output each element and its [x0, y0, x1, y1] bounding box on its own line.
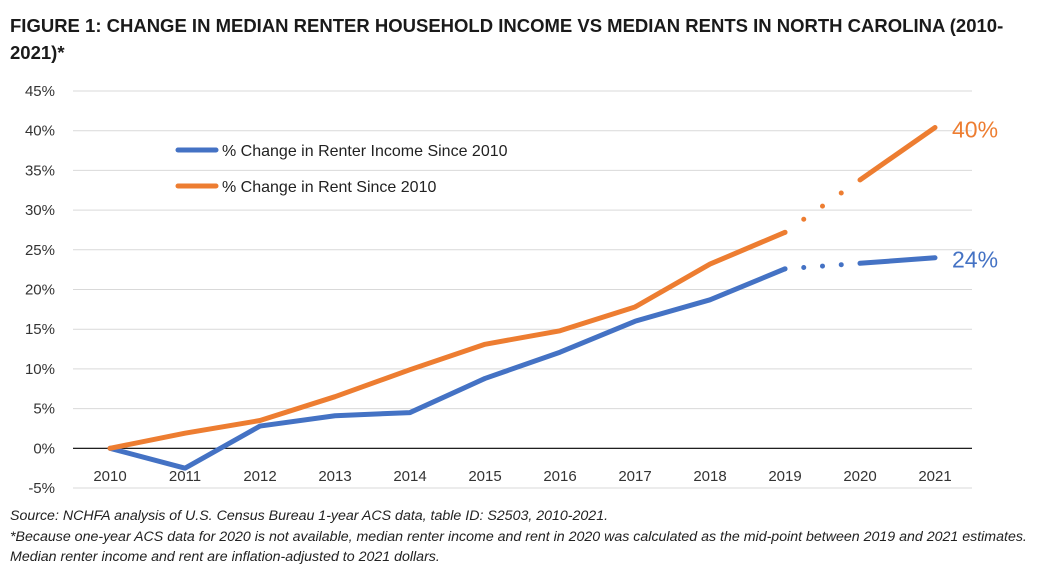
x-tick-label: 2014 [393, 468, 426, 485]
footnote: *Because one-year ACS data for 2020 is n… [10, 528, 1027, 566]
y-tick-label: 0% [33, 440, 55, 457]
y-axis-tick-labels: 45% 40% 35% 30% 25% 20% 15% 10% 5% 0% -5% [25, 83, 55, 497]
source-note: Source: NCHFA analysis of U.S. Census Bu… [10, 508, 609, 524]
x-tick-label: 2017 [618, 468, 651, 485]
y-tick-label: 45% [25, 83, 55, 100]
x-tick-label: 2013 [318, 468, 351, 485]
x-axis-tick-labels: 2010 2011 2012 2013 2014 2015 2016 2017 2018 2019… [93, 468, 951, 485]
y-tick-label: 35% [25, 162, 55, 179]
renter-income-line-final [857, 255, 938, 266]
y-tick-label: 40% [25, 123, 55, 140]
x-tick-label: 2021 [918, 468, 951, 485]
rent-line [107, 229, 788, 451]
y-tick-label: 5% [33, 401, 55, 418]
y-tick-label: 15% [25, 321, 55, 338]
x-tick-label: 2018 [693, 468, 726, 485]
x-tick-label: 2020 [843, 468, 876, 485]
x-tick-label: 2016 [543, 468, 576, 485]
rent-line-final [857, 125, 938, 183]
legend-label: % Change in Renter Income Since 2010 [222, 143, 508, 160]
end-label: 40% [952, 117, 998, 143]
end-label: 24% [952, 247, 998, 273]
x-tick-label: 2010 [93, 468, 126, 485]
y-tick-label: 30% [25, 202, 55, 219]
legend: % Change in Renter Income Since 2010 % Ch… [175, 143, 508, 196]
y-tick-label: 10% [25, 361, 55, 378]
end-labels: 24% 40% [952, 117, 998, 273]
y-tick-label: 25% [25, 242, 55, 259]
legend-label: % Change in Rent Since 2010 [222, 179, 436, 196]
renter-income-line [107, 266, 788, 471]
renter-income-line-estimated [782, 260, 863, 272]
y-tick-label: -5% [28, 480, 55, 497]
x-tick-label: 2011 [169, 468, 201, 485]
rent-line-estimated [782, 177, 863, 235]
series-lines [107, 125, 938, 471]
x-tick-label: 2015 [468, 468, 501, 485]
x-tick-label: 2019 [768, 468, 801, 485]
y-tick-label: 20% [25, 282, 55, 299]
chart-notes: Source: NCHFA analysis of U.S. Census Bu… [10, 506, 1035, 568]
chart-title: FIGURE 1: CHANGE IN MEDIAN RENTER HOUSEH… [10, 15, 1004, 63]
x-tick-label: 2012 [243, 468, 276, 485]
